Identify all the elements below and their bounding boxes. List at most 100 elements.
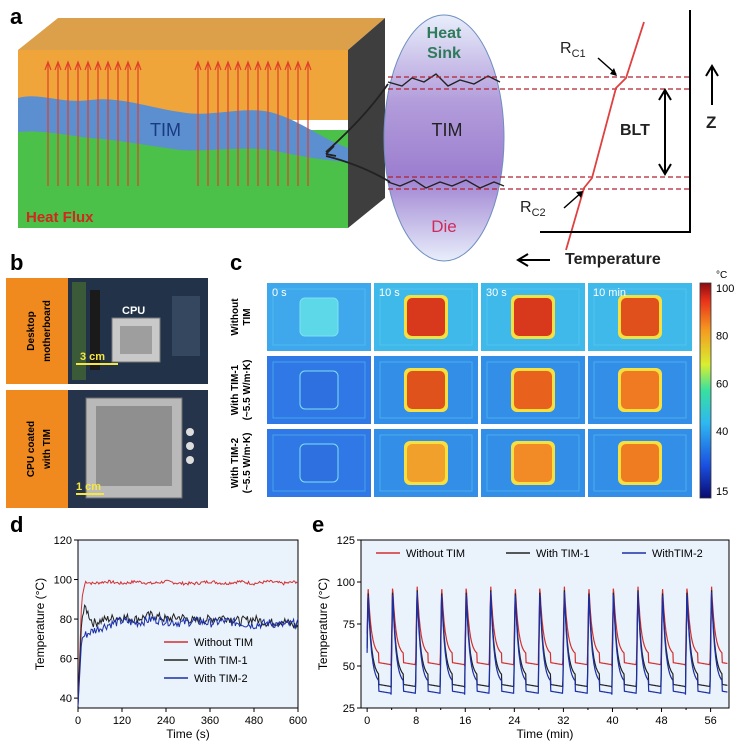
series-line	[366, 590, 728, 688]
legend-label: Without TIM	[406, 548, 465, 560]
die-label: Die	[431, 217, 457, 236]
colorbar-tick: 40	[716, 426, 728, 438]
heat-flux-arrowhead	[54, 60, 62, 71]
colorbar	[699, 282, 712, 499]
legend-label: With TIM-2	[194, 673, 248, 685]
heat-flux-arrowhead	[194, 60, 202, 71]
heat-flux-arrowhead	[254, 60, 262, 71]
heat-flux-arrowhead	[284, 60, 292, 71]
chip-hotspot	[407, 371, 445, 409]
ram-slot	[72, 282, 86, 380]
connector-lower	[325, 155, 391, 183]
tim-center-label: TIM	[432, 120, 463, 140]
x-tick-label: 8	[413, 715, 419, 727]
thermal-images: 0 s 10 s 30 s 10 min	[267, 283, 692, 497]
z-label: Z	[706, 113, 716, 132]
board-outline	[593, 434, 687, 492]
capacitors	[186, 428, 194, 464]
board-outline	[272, 434, 366, 492]
scale-bottom-label: 1 cm	[76, 481, 101, 493]
board-outline	[486, 288, 580, 346]
board-outline	[379, 434, 473, 492]
y-tick-label: 80	[60, 614, 72, 626]
heat-flux-arrowhead	[124, 60, 132, 71]
heat-flux-arrowhead	[64, 60, 72, 71]
series-line	[366, 586, 728, 667]
rc2-pointer-head	[576, 191, 583, 198]
y-axis-label: Temperature (°C)	[33, 578, 47, 670]
x-tick-label: 120	[113, 715, 131, 727]
x-axis-label: Time (min)	[517, 727, 574, 741]
x-axis-label: Time (s)	[166, 727, 210, 741]
time-label: 10 s	[379, 287, 400, 299]
board-outline	[379, 361, 473, 419]
heat-flux-arrowhead	[44, 60, 52, 71]
chip-hotspot	[514, 371, 552, 409]
label-top-1: Desktop	[26, 311, 37, 350]
colorbar-tick: 60	[716, 378, 728, 390]
colorbar-tick: 100	[716, 283, 734, 295]
x-tick-label: 0	[364, 715, 370, 727]
panel-label-d: d	[10, 512, 23, 537]
chip-hotspot	[514, 444, 552, 482]
board-outline	[272, 361, 366, 419]
time-label: 0 s	[272, 287, 287, 299]
y-tick-label: 100	[54, 575, 72, 587]
profile-axes	[540, 10, 691, 233]
label-bottom-1: CPU coated	[26, 421, 37, 477]
y-tick-label: 125	[337, 535, 355, 547]
board-component-right	[172, 296, 200, 356]
block-top-face	[18, 18, 385, 50]
board-outline	[486, 361, 580, 419]
tim-layer	[18, 96, 348, 162]
series-line	[77, 579, 299, 707]
blt-arrowheads	[658, 88, 672, 176]
x-tick-label: 24	[508, 715, 520, 727]
chip-hotspot	[299, 370, 339, 410]
legend-label: With TIM-1	[194, 655, 248, 667]
chip-hotspot	[299, 443, 339, 483]
y-tick-label: 100	[337, 577, 355, 589]
block-right-face	[348, 18, 385, 228]
heat-flux-arrowhead	[94, 60, 102, 71]
panel-label-b: b	[10, 250, 23, 275]
x-tick-label: 40	[606, 715, 618, 727]
chip-hotspot	[621, 444, 659, 482]
heat-sink-label-1: Heat	[427, 25, 462, 42]
heat-flux-arrowhead	[244, 60, 252, 71]
tim-coated-cpu	[96, 406, 172, 486]
scale-top-label: 3 cm	[80, 351, 105, 363]
colorbar-unit: °C	[716, 270, 727, 281]
label-box-top	[6, 278, 68, 384]
upper-interface-line	[387, 73, 501, 87]
chart-e-plot-area	[360, 539, 730, 709]
row-label: WithoutTIM	[230, 298, 253, 336]
time-label: 30 s	[486, 287, 507, 299]
heat-sink-label-2: Sink	[427, 45, 461, 62]
chip-hotspot	[621, 371, 659, 409]
interface-dashed-lines	[388, 76, 690, 190]
rc1-pointer-head	[610, 68, 617, 76]
heat-flux-arrowhead	[294, 60, 302, 71]
heat-flux-arrowhead	[104, 60, 112, 71]
chip-hotspot	[514, 298, 552, 336]
heat-flux-arrows	[44, 60, 312, 186]
x-tick-label: 48	[655, 715, 667, 727]
panel-c: c WithoutTIM With TIM-1(~5.5 W/m·K) With T…	[230, 250, 734, 499]
chart-d: 0 120 240 360 480 600 40 60 80 100 120 Time (s) Temp…	[33, 535, 307, 741]
x-tick-label: 32	[557, 715, 569, 727]
legend-label: WithTIM-2	[652, 548, 703, 560]
panel-a: a TIM Heat Flux Heat Sink TIM Die	[10, 4, 719, 268]
temperature-profile	[565, 21, 645, 251]
x-tick-label: 56	[704, 715, 716, 727]
connector-arrowhead	[325, 145, 337, 157]
series-line	[366, 592, 728, 695]
heat-flux-arrowhead	[274, 60, 282, 71]
time-label: 10 min	[593, 287, 626, 299]
panel-label-e: e	[312, 512, 324, 537]
x-tick-label: 16	[459, 715, 471, 727]
x-tick-label: 480	[245, 715, 263, 727]
heat-flux-arrowhead	[304, 60, 312, 71]
cpu-chip	[120, 326, 152, 354]
heat-flux-arrowhead	[264, 60, 272, 71]
